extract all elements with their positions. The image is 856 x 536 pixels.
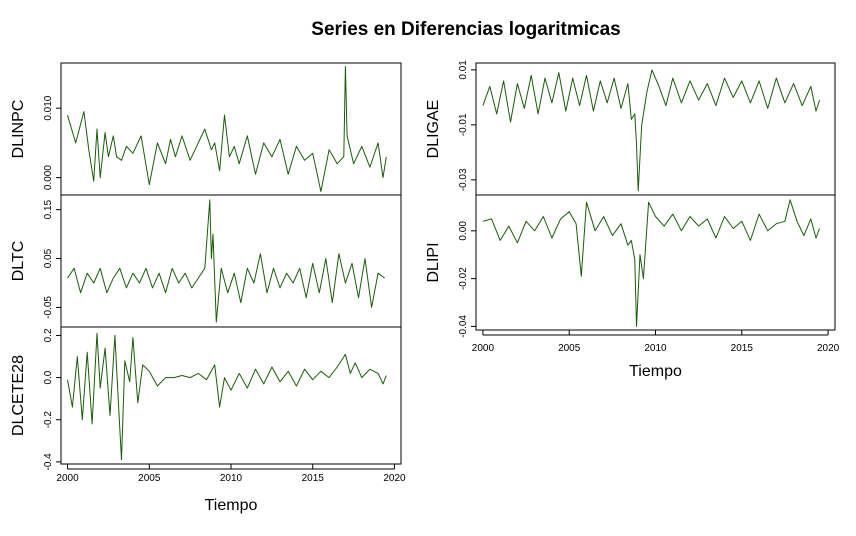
- y-tick-label: 0.15: [43, 199, 54, 219]
- y-axis-label: DLCETE28: [10, 355, 27, 436]
- panel-dltc: -0.05 0.05 0.15 DLTC: [10, 194, 402, 328]
- y-tick-label: 0.0: [43, 370, 54, 384]
- y-axis-label: DLIGAE: [425, 100, 442, 159]
- x-axis-label: Tiempo: [629, 363, 682, 380]
- y-tick-label: 0.2: [43, 328, 54, 342]
- y-axis-label: DLIPI: [425, 242, 442, 282]
- x-tick-label: 2000: [56, 473, 79, 484]
- series-line-dlinpc: [67, 66, 387, 192]
- panel-dlinpc: 0.000 0.010 DLINPC: [10, 62, 402, 196]
- figure-title: Series en Diferencias logaritmicas: [311, 19, 620, 40]
- y-axis-label: DLTC: [10, 241, 27, 282]
- y-axis-label: DLINPC: [10, 100, 27, 159]
- y-tick-label: -0.01: [458, 113, 469, 136]
- x-tick-label: 2020: [817, 343, 840, 354]
- y-tick-label: -0.03: [458, 168, 469, 191]
- x-tick-label: 2020: [383, 473, 406, 484]
- y-tick-label: 0.000: [43, 165, 54, 190]
- series-line-dltc: [67, 199, 385, 323]
- series-line-dlcete28: [67, 332, 387, 461]
- y-tick-label: -0.02: [458, 267, 469, 290]
- panels: 0.0000.010DLINPC-0.050.050.15DLTC-0.4-0.…: [10, 60, 840, 514]
- x-tick-label: 2005: [558, 343, 581, 354]
- series-line-dligae: [482, 69, 820, 192]
- y-tick-label: -0.04: [458, 315, 469, 338]
- plot-frame: [60, 326, 402, 465]
- panel-dlipi: -0.04 -0.02 0.00 DLIPI 2000 2005 2010 2015 2020 T…: [425, 194, 840, 380]
- x-tick-label: 2015: [302, 473, 325, 484]
- x-axis-label: Tiempo: [205, 497, 258, 514]
- y-tick-label: -0.2: [43, 411, 54, 429]
- series-line-dlipi: [482, 199, 820, 327]
- y-tick-label: -0.05: [43, 296, 54, 319]
- y-tick-label: -0.4: [43, 453, 54, 471]
- y-tick-label: 0.00: [458, 221, 469, 241]
- x-tick-label: 2010: [644, 343, 667, 354]
- x-tick-label: 2005: [138, 473, 161, 484]
- plot-frame: [60, 194, 402, 328]
- panel-dligae: -0.03 -0.01 0.01 DLIGAE: [425, 60, 836, 196]
- plot-frame: [60, 62, 402, 196]
- panel-dlcete28: -0.4 -0.2 0.0 0.2 DLCETE28 2000 2005 2010 2015 20…: [10, 326, 406, 514]
- y-tick-label: 0.05: [43, 248, 54, 268]
- x-tick-label: 2015: [731, 343, 754, 354]
- x-tick-label: 2010: [220, 473, 243, 484]
- plot-frame: [475, 194, 836, 331]
- y-tick-label: 0.010: [43, 95, 54, 120]
- y-tick-label: 0.01: [458, 60, 469, 80]
- x-tick-label: 2000: [472, 343, 495, 354]
